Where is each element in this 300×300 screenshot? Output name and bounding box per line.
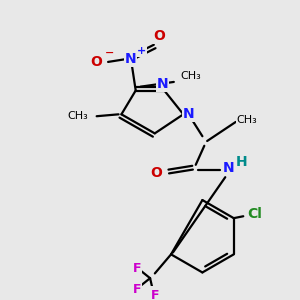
Text: CH₃: CH₃	[181, 71, 201, 81]
Text: N: N	[182, 107, 194, 121]
Text: +: +	[137, 46, 146, 56]
Text: H: H	[236, 155, 247, 169]
Text: Cl: Cl	[247, 207, 262, 221]
Text: N: N	[157, 77, 168, 91]
Text: O: O	[90, 55, 102, 69]
Text: O: O	[154, 29, 166, 43]
Text: F: F	[151, 289, 159, 300]
Text: CH₃: CH₃	[67, 111, 88, 121]
Text: CH₃: CH₃	[237, 115, 257, 125]
Text: N: N	[125, 52, 137, 66]
Text: N: N	[222, 161, 234, 175]
Text: −: −	[105, 47, 115, 57]
Text: F: F	[133, 283, 141, 296]
Text: F: F	[133, 262, 141, 275]
Text: O: O	[151, 167, 163, 180]
